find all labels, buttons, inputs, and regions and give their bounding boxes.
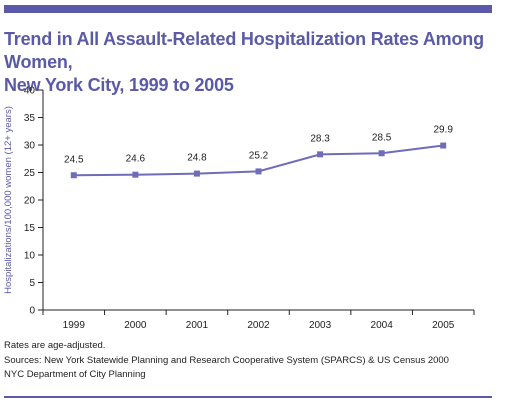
- y-tick-label: 0: [29, 306, 35, 317]
- y-tick-label: 35: [24, 113, 36, 124]
- x-tick-label: 2002: [247, 320, 270, 331]
- y-tick-label: 25: [24, 168, 36, 179]
- data-label: 24.5: [64, 154, 84, 165]
- data-point-marker: [440, 142, 447, 149]
- note-sources: Sources: New York Statewide Planning and…: [4, 354, 449, 366]
- data-label: 29.9: [433, 125, 453, 136]
- note-department: NYC Department of City Planning: [4, 369, 146, 380]
- x-tick-label: 2005: [432, 320, 455, 331]
- data-label: 25.2: [249, 150, 269, 161]
- data-label: 28.3: [310, 133, 330, 144]
- x-tick-label: 2003: [309, 320, 332, 331]
- series-markers: [70, 142, 447, 179]
- x-tick-label: 2004: [371, 320, 394, 331]
- x-axis-ticks: 1999 2000 2001 2002 2003 2004 2005: [42, 310, 475, 331]
- y-tick-label: 15: [24, 223, 36, 234]
- y-tick-label: 20: [24, 196, 36, 207]
- chart-title-line-2: New York City, 1999 to 2005: [4, 75, 234, 95]
- data-labels: 24.5 24.6 24.8 25.2 28.3 28.5 29.9: [64, 125, 453, 166]
- y-tick-label: 40: [24, 86, 36, 97]
- y-tick-label: 10: [24, 251, 36, 262]
- data-point-marker: [193, 170, 200, 177]
- chart-axes: [42, 90, 474, 311]
- y-axis-label: Hospitalizations/100,000 women (12+ year…: [3, 106, 14, 294]
- data-label: 24.6: [126, 154, 146, 165]
- chart-title-line-1: Trend in All Assault-Related Hospitaliza…: [4, 29, 484, 72]
- y-axis-ticks: 0 5 10 15 20 25 30 35 40: [24, 86, 43, 317]
- y-tick-label: 30: [24, 141, 36, 152]
- x-tick-label: 2000: [124, 320, 147, 331]
- x-tick-label: 1999: [63, 320, 86, 331]
- chart-title: Trend in All Assault-Related Hospitaliza…: [4, 28, 499, 97]
- line-chart: 0 5 10 15 20 25 30 35 40 1999 2000 2001 2002 2003 200…: [3, 86, 475, 331]
- data-point-marker: [255, 168, 262, 175]
- data-point-marker: [378, 150, 385, 157]
- data-point-marker: [132, 171, 139, 178]
- data-label: 24.8: [187, 153, 207, 164]
- data-label: 28.5: [372, 132, 392, 143]
- data-point-marker: [317, 151, 324, 158]
- bottom-rule: [4, 396, 492, 398]
- data-point-marker: [70, 172, 77, 179]
- top-rule: [4, 5, 492, 13]
- x-tick-label: 2001: [186, 320, 209, 331]
- note-rates: Rates are age-adjusted.: [4, 340, 106, 351]
- y-tick-label: 5: [29, 278, 35, 289]
- chart-notes: Rates are age-adjusted. Sources: New Yor…: [4, 339, 449, 383]
